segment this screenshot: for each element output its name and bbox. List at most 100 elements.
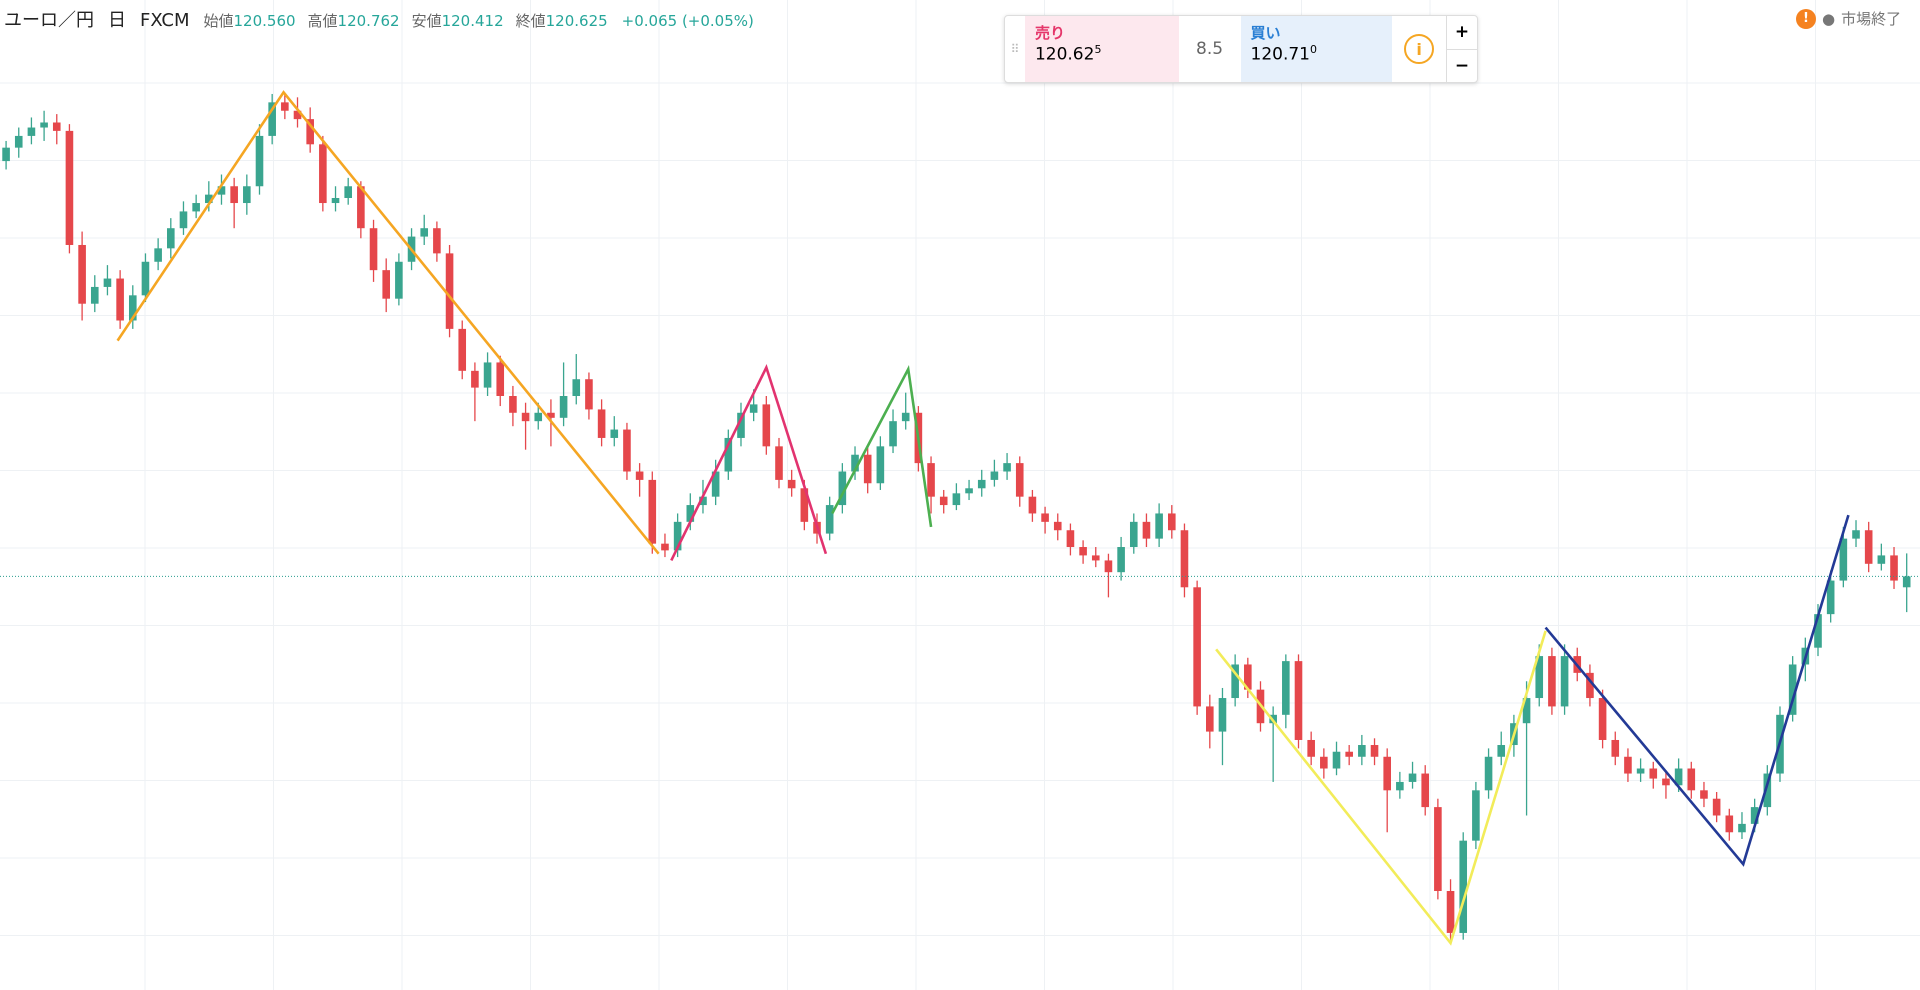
candle-body <box>610 429 619 438</box>
candle-body <box>433 228 441 254</box>
candle-body <box>686 505 695 522</box>
candle-body <box>1902 576 1911 588</box>
buy-button[interactable]: 買い 120.710 <box>1240 16 1393 82</box>
candle-body <box>1522 698 1531 724</box>
candle-body <box>648 479 657 544</box>
interval[interactable]: 日 <box>108 10 126 31</box>
candle-body <box>965 488 973 494</box>
candle-body <box>167 228 175 249</box>
candle-body <box>1674 768 1683 786</box>
ohlc-stats: 始値120.560 高値120.762 安値120.412 終値120.625 <box>203 10 607 31</box>
candle-body <box>420 228 429 237</box>
candle-body <box>382 270 391 299</box>
candle-body <box>1408 773 1417 782</box>
candle-body <box>509 396 517 413</box>
candle-body <box>471 370 479 388</box>
candle-body <box>1370 745 1379 757</box>
plus-button[interactable]: + <box>1454 22 1470 43</box>
source: FXCM <box>140 10 190 31</box>
candle-body <box>103 278 112 287</box>
zigzag-drawing <box>670 364 828 562</box>
candle-body <box>40 122 48 128</box>
trade-panel: ⠿ 売り 120.625 8.5 買い 120.710 i + − <box>1004 15 1478 83</box>
candle-body <box>889 421 897 447</box>
candle-body <box>458 328 467 371</box>
info-button[interactable]: i <box>1392 16 1446 82</box>
candle-body <box>1231 664 1239 699</box>
candle-body <box>1864 530 1873 564</box>
minus-button[interactable]: − <box>1447 48 1477 83</box>
ohlc-label: 安値 <box>411 12 442 30</box>
candle-body <box>1282 661 1290 715</box>
candle-body <box>306 119 314 145</box>
candle-body <box>661 543 669 551</box>
candle-body <box>1053 521 1062 531</box>
market-status[interactable]: ! ● 市場終了 <box>1796 8 1901 29</box>
candle-body <box>1586 672 1594 699</box>
candle-body <box>230 186 238 204</box>
candle-body <box>673 521 682 551</box>
candle-body <box>724 437 733 472</box>
ohlc-label: 始値 <box>203 12 234 30</box>
candle-body <box>901 412 910 422</box>
candle-body <box>1738 823 1746 833</box>
candle-body <box>1497 745 1506 757</box>
candle-body <box>65 130 74 245</box>
candle-body <box>1459 840 1468 933</box>
candle-body <box>255 135 264 187</box>
candle-body <box>585 379 593 410</box>
zigzag-drawing <box>1215 630 1547 946</box>
candle-body <box>331 198 340 204</box>
qty-controls: + − <box>1446 16 1477 82</box>
candle-body <box>1155 513 1163 539</box>
candle-body <box>737 412 745 438</box>
candle-body <box>1218 698 1227 732</box>
candle-body <box>1028 496 1037 514</box>
ohlc-value: 120.762 <box>337 12 400 30</box>
candle-body <box>1484 756 1493 791</box>
candle-body <box>572 379 581 396</box>
candle-body <box>1129 521 1138 548</box>
sell-price: 120.625 <box>1035 43 1169 65</box>
candle-body <box>711 471 720 497</box>
candle-body <box>445 253 454 329</box>
candle-body <box>1003 463 1011 472</box>
candle-body <box>1117 547 1125 573</box>
candle-body <box>128 295 137 321</box>
candle-body <box>281 102 289 111</box>
candle-body <box>1852 530 1860 539</box>
ohlc-label: 高値 <box>307 12 338 30</box>
candle-body <box>990 471 999 480</box>
buy-label: 買い <box>1250 24 1281 42</box>
status-text: 市場終了 <box>1841 10 1902 28</box>
candle-body <box>800 488 809 522</box>
candle-body <box>952 493 961 506</box>
candle-body <box>1358 745 1366 757</box>
candle-body <box>483 362 492 388</box>
candle-body <box>1649 768 1658 779</box>
candle-body <box>635 471 644 480</box>
ohlc-item: 終値120.625 <box>516 10 608 31</box>
candle-body <box>243 186 251 204</box>
sell-label: 売り <box>1034 24 1065 42</box>
candle-body <box>217 186 226 195</box>
sell-price-main: 120.62 <box>1034 44 1095 65</box>
ohlc-value: 120.412 <box>441 12 504 30</box>
info-icon: i <box>1404 34 1435 64</box>
symbol[interactable]: ユーロ／円 <box>4 10 94 31</box>
sell-button[interactable]: 売り 120.625 <box>1024 16 1179 82</box>
buy-price: 120.710 <box>1251 43 1383 65</box>
candle-body <box>116 278 124 321</box>
candle-body <box>1104 560 1113 573</box>
candle-body <box>1611 739 1620 757</box>
candle-body <box>1434 807 1442 891</box>
candle-body <box>268 102 276 136</box>
ohlc-value: 120.560 <box>233 12 296 30</box>
candle-body <box>939 496 948 506</box>
drag-handle[interactable]: ⠿ <box>1010 42 1020 56</box>
candle-body <box>1636 768 1645 774</box>
ohlc-item: 始値120.560 <box>203 10 295 31</box>
candle-body <box>1560 656 1569 707</box>
